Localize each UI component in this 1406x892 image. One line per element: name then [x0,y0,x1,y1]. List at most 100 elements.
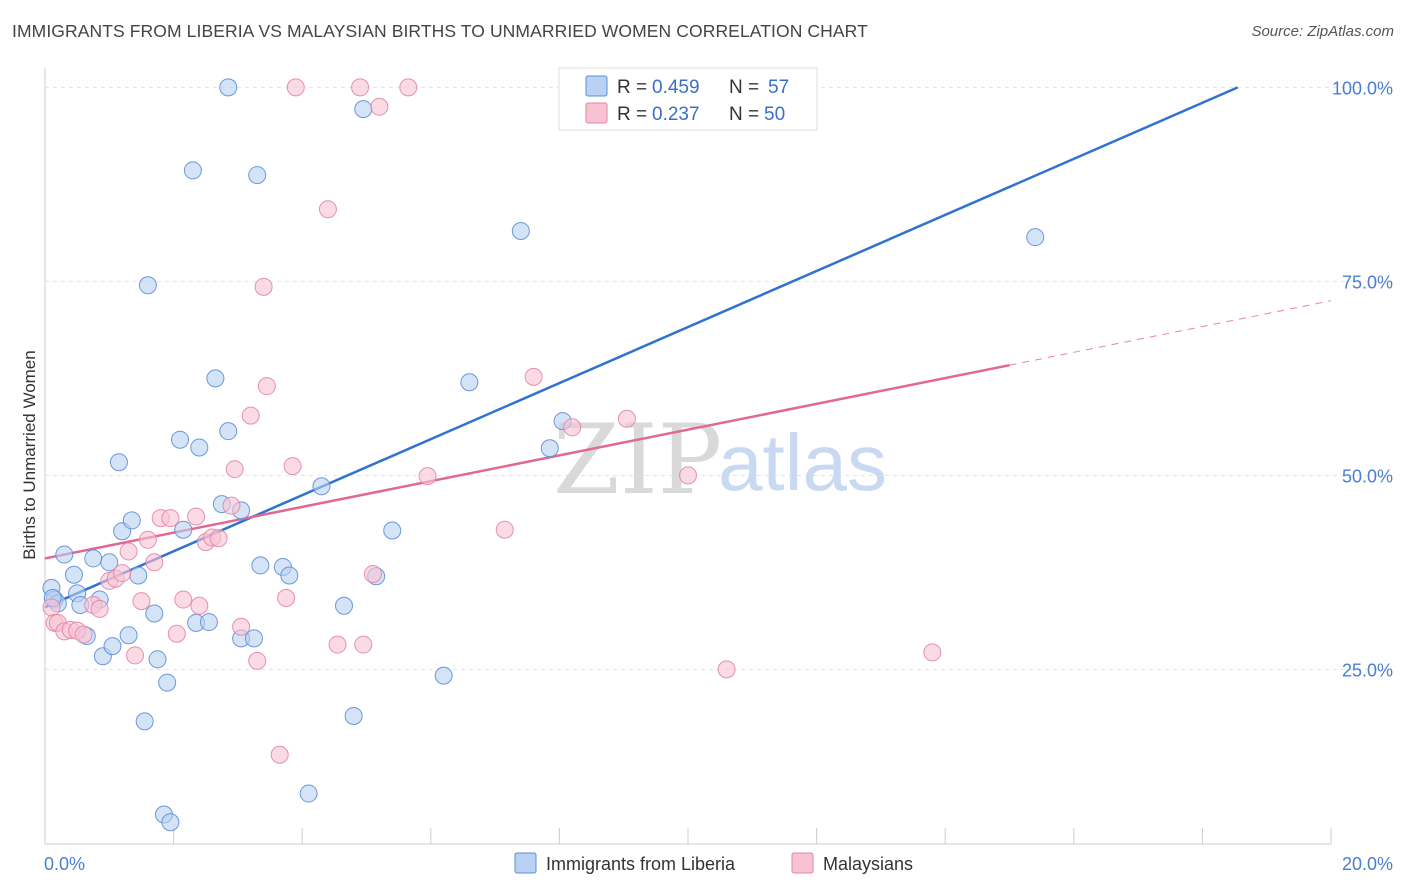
liberia-point [354,100,373,119]
liberia-point [280,566,299,585]
y-axis-label: Births to Unmarried Women [20,350,39,559]
legend-r-label: R = [617,104,647,125]
y-tick-label: 100.0% [1332,78,1393,98]
malaysian-point [145,553,164,572]
liberia-point [334,596,353,615]
liberia-point [138,276,157,295]
malaysian-point [42,598,61,617]
liberia-point [383,521,402,540]
liberia-point [135,712,154,731]
malaysian-point [113,564,132,583]
legend-n-value: 57 [768,77,789,98]
legend-swatch-pink [585,102,608,124]
malaysian-point [399,78,418,97]
bottom-legend-swatch-blue [514,852,537,874]
malaysian-point [351,78,370,97]
malaysian-point [119,542,138,561]
liberia-point [64,565,83,584]
liberia-point [248,166,267,185]
bottom-legend-swatch-pink [791,852,814,874]
liberia-point [145,604,164,623]
legend-r-value: 0.237 [652,104,700,125]
liberia-point [206,369,225,388]
liberia-point [122,511,141,530]
malaysian-point [248,651,267,670]
legend-n-label: N = [729,104,759,125]
watermark: ZIP atlas [553,404,887,516]
grid-lines [45,86,1392,670]
x-tick-labels: 0.0% 20.0% [44,854,1393,874]
malaysian-point [138,530,157,549]
y-tick-labels: 25.0% 50.0% 75.0% 100.0% [1332,78,1393,680]
malaysian-point [283,457,302,476]
malaysian-point [132,592,151,611]
legend-n-value: 50 [764,104,785,125]
malaysian-point [363,564,382,583]
malaysian-point [74,625,93,644]
malaysian-point [161,509,180,528]
legend-r-value: 0.459 [652,77,700,98]
malaysian-point [126,646,145,665]
malaysian-point [254,277,273,296]
legend-n-label: N = [729,77,759,98]
chart-title: IMMIGRANTS FROM LIBERIA VS MALAYSIAN BIR… [12,21,868,41]
liberia-point [174,520,193,539]
malaysian-point [277,589,296,608]
malaysian-point [617,409,636,428]
malaysian-point [167,624,186,643]
malaysian-point [418,467,437,486]
malaysian-point [328,635,347,654]
liberia-point [1026,228,1045,247]
liberia-point [161,813,180,832]
malaysian-point [190,596,209,615]
liberia-point [312,477,331,496]
liberia-point [84,549,103,568]
liberia-point [55,545,74,564]
legend-r-label: R = [617,77,647,98]
bottom-legend: Immigrants from Liberia Malaysians [514,852,913,874]
liberia-point [183,161,202,180]
liberia-point [219,422,238,441]
malaysian-trend-extension [1009,300,1332,366]
legend-swatch-blue [585,75,608,97]
malaysian-point [257,377,276,396]
trend-lines [44,86,1332,609]
malaysian-trend-line [44,363,1010,560]
liberia-point [299,784,318,803]
liberia-point [199,613,218,632]
liberia-point [100,553,119,572]
liberia-point [190,438,209,457]
malaysian-point [370,97,389,116]
liberia-point [129,566,148,585]
malaysian-point [225,460,244,479]
liberia-point [219,78,238,97]
liberia-point [119,626,138,645]
y-tick-label: 50.0% [1342,466,1393,486]
malaysian-point [174,590,193,609]
malaysian-point [354,635,373,654]
x-tick-label: 0.0% [44,854,85,874]
liberia-point [171,430,190,449]
malaysian-point [90,599,109,618]
malaysian-point [187,507,206,526]
malaysian-point [209,529,228,548]
liberia-point [158,673,177,692]
bottom-legend-label: Immigrants from Liberia [546,854,736,874]
watermark-zip: ZIP [553,404,722,516]
malaysian-point [270,745,289,764]
malaysian-point [495,520,514,539]
malaysian-point [923,643,942,662]
malaysian-point [563,418,582,437]
legend: R = 0.459 N = 57 R = 0.237 N = 50 [558,67,818,131]
liberia-point [344,706,363,725]
x-tick-label: 20.0% [1342,854,1393,874]
malaysian-point [679,466,697,485]
data-points [42,78,1045,832]
malaysian-point [232,617,251,636]
bottom-legend-label: Malaysians [823,854,913,874]
axes [44,68,1332,845]
malaysian-point [524,367,543,386]
y-tick-label: 25.0% [1342,660,1393,680]
liberia-point [109,453,128,472]
